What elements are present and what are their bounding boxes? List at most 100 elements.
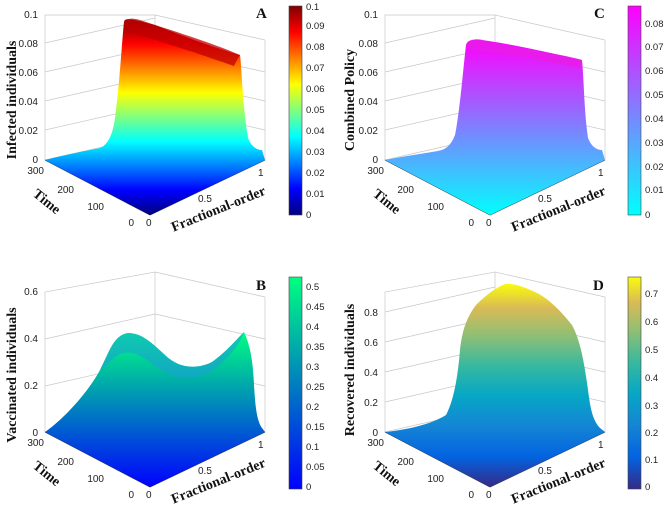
panel-a-z-ticks: 0 0.02 0.04 0.06 0.08 0.1 [19, 10, 39, 166]
panel-a-ytick-label: 0 [128, 218, 134, 229]
panel-d-z-ticks: 0 0.2 0.4 0.6 0.8 [364, 308, 378, 439]
panel-b-ztick-label: 0.4 [24, 334, 38, 345]
panel-b-cbtick-label: 0 [306, 482, 311, 493]
panel-d: 0 0.2 0.4 0.6 0.8 0 100 200 300 0 0.5 1 … [343, 271, 658, 507]
panel-c-cbtick-label: 0.07 [645, 42, 664, 53]
panel-d-ytick-label: 100 [427, 474, 444, 485]
panel-c-cbtick-label: 0.08 [645, 19, 664, 30]
panel-a-colorbar-ticks: 0 0.01 0.02 0.03 0.04 0.05 0.06 0.07 0.0… [306, 2, 325, 221]
panel-a-cbtick-label: 0.04 [306, 126, 325, 137]
panel-b-cbtick-label: 0.1 [306, 442, 319, 453]
panel-a-cbtick-label: 0.05 [306, 105, 325, 116]
panel-d-colorbar-ticks: 0 0.1 0.2 0.3 0.4 0.5 0.6 0.7 [645, 289, 658, 493]
panel-d-ytick-label: 200 [397, 457, 414, 468]
panel-b-ytick-label: 300 [27, 438, 44, 449]
panel-c-z-ticks: 0 0.02 0.04 0.06 0.08 0.1 [359, 10, 379, 166]
panel-b-cbtick-label: 0.4 [306, 322, 319, 333]
panel-c-ztick-label: 0.1 [364, 10, 378, 21]
panel-d-ztick-label: 0.2 [364, 398, 378, 409]
panel-b-xtick-label: 0.5 [198, 466, 212, 477]
panel-d-zlabel: Recovered individuals [343, 303, 358, 436]
panel-b-cbtick-label: 0.5 [306, 282, 319, 293]
panel-a-xtick-label: 0 [146, 218, 152, 229]
panel-b-cbtick-label: 0.2 [306, 402, 319, 413]
panel-c: 0 0.02 0.04 0.06 0.08 0.1 0 100 200 300 … [343, 5, 664, 235]
panel-c-ztick-label: 0.04 [359, 97, 379, 108]
panel-c-cbtick-label: 0.06 [645, 66, 664, 77]
panel-d-cbtick-label: 0.6 [645, 317, 658, 328]
panel-d-colorbar [627, 276, 642, 490]
panel-b-ytick-label: 100 [87, 474, 104, 485]
panel-b-ytick-label: 200 [57, 457, 74, 468]
panel-c-letter: C [594, 6, 605, 22]
panel-b-xtick-label: 0 [146, 490, 152, 501]
panel-a-cbtick-label: 0.03 [306, 147, 325, 158]
panel-d-ztick-label: 0.4 [364, 368, 378, 379]
panel-c-colorbar-ticks: 0 0.01 0.02 0.03 0.04 0.05 0.06 0.07 0.0… [645, 19, 664, 221]
panel-c-ytick-label: 0 [468, 218, 474, 229]
panel-a-cbtick-label: 0.06 [306, 84, 325, 95]
panel-b-surface-ridge [100, 332, 244, 378]
panel-b-zlabel: Vaccinated individuals [5, 307, 20, 443]
panel-b-letter: B [256, 278, 266, 294]
panel-c-ztick-label: 0.02 [359, 126, 379, 137]
panel-a-ztick-label: 0 [32, 155, 38, 166]
panel-a-ztick-label: 0.1 [24, 10, 38, 21]
panel-a-xtick-label: 0.5 [198, 194, 212, 205]
panel-b-cbtick-label: 0.15 [306, 422, 325, 433]
panel-b-y-ticks: 0 100 200 300 [27, 438, 134, 501]
panel-c-ztick-label: 0.06 [359, 68, 379, 79]
panel-c-cbtick-label: 0.05 [645, 90, 664, 101]
panel-a-ytick-label: 200 [57, 185, 74, 196]
panel-b-ytick-label: 0 [128, 490, 134, 501]
panel-d-x-ticks: 0 0.5 1 [486, 440, 604, 501]
panel-c-cbtick-label: 0.04 [645, 114, 664, 125]
panel-a-x-ticks: 0 0.5 1 [146, 168, 264, 229]
panel-a-cbtick-label: 0.01 [306, 189, 325, 200]
panel-c-surface [385, 39, 605, 216]
panel-d-ztick-label: 0 [372, 428, 378, 439]
panel-c-xtick-label: 0.5 [538, 194, 552, 205]
panel-d-xtick-label: 0 [486, 490, 492, 501]
panel-a-zlabel: Infected individuals [5, 40, 20, 159]
panel-c-cbtick-label: 0.02 [645, 162, 664, 173]
panel-c-cbtick-label: 0 [645, 210, 650, 221]
panel-d-cbtick-label: 0.4 [645, 373, 658, 384]
panel-a-cbtick-label: 0.02 [306, 168, 325, 179]
panel-a-xtick-label: 1 [258, 168, 264, 179]
panel-d-ztick-label: 0.8 [364, 308, 378, 319]
panel-a-ytick-label: 300 [27, 166, 44, 177]
panel-b-cbtick-label: 0.35 [306, 342, 325, 353]
panel-c-y-ticks: 0 100 200 300 [367, 166, 474, 229]
panel-c-ytick-label: 300 [367, 166, 384, 177]
panel-d-cbtick-label: 0.5 [645, 345, 658, 356]
panel-c-zlabel: Combined Policy [343, 49, 358, 151]
panel-c-ytick-label: 100 [427, 202, 444, 213]
panel-a: 0 0.02 0.04 0.06 0.08 0.1 0 100 200 300 … [5, 2, 325, 235]
panel-a-cbtick-label: 0.08 [306, 42, 325, 53]
panel-c-xtick-label: 0 [486, 218, 492, 229]
panel-d-y-ticks: 0 100 200 300 [367, 438, 474, 501]
panel-c-cbtick-label: 0.03 [645, 138, 664, 149]
panel-a-letter: A [256, 6, 267, 22]
panel-c-x-ticks: 0 0.5 1 [486, 168, 604, 229]
panel-a-cbtick-label: 0.1 [306, 2, 319, 13]
panel-a-ztick-label: 0.02 [19, 126, 39, 137]
panel-b: 0 0.2 0.4 0.6 0 100 200 300 0 0.5 1 Vacc… [5, 271, 325, 507]
panel-d-cbtick-label: 0.1 [645, 455, 658, 466]
panel-a-y-ticks: 0 100 200 300 [27, 166, 134, 229]
panel-b-cbtick-label: 0.25 [306, 382, 325, 393]
panel-c-colorbar [627, 5, 642, 216]
panel-a-ytick-label: 100 [87, 202, 104, 213]
panel-b-cbtick-label: 0.45 [306, 302, 325, 313]
panel-d-letter: D [593, 278, 604, 294]
panel-a-ztick-label: 0.06 [19, 68, 39, 79]
panel-c-xtick-label: 1 [598, 168, 604, 179]
panel-b-z-ticks: 0 0.2 0.4 0.6 [24, 287, 38, 439]
panel-b-x-ticks: 0 0.5 1 [146, 440, 264, 501]
panel-b-ztick-label: 0 [32, 428, 38, 439]
panel-b-xtick-label: 1 [258, 440, 264, 451]
panel-d-cbtick-label: 0.7 [645, 289, 658, 300]
panel-d-cbtick-label: 0.2 [645, 428, 658, 439]
